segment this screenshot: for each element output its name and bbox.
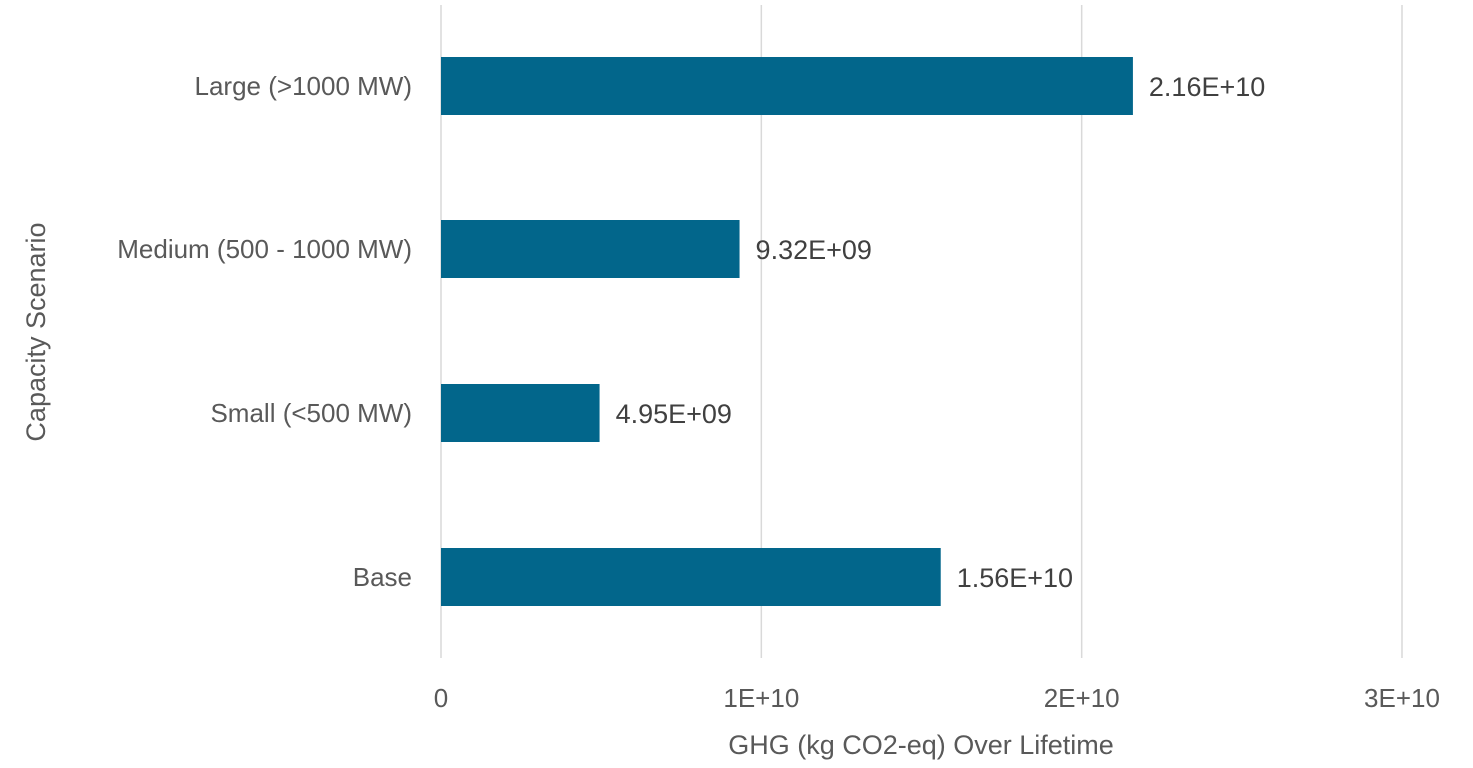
x-tick-label: 3E+10: [1364, 683, 1440, 713]
data-labels: 1.56E+10 4.95E+09 9.32E+09 2.16E+10: [616, 72, 1266, 593]
y-axis-title: Capacity Scenario: [21, 222, 51, 441]
category-labels: Base Small (<500 MW) Medium (500 - 1000 MW…: [117, 71, 412, 592]
x-tick-label: 0: [434, 683, 448, 713]
x-axis-title: GHG (kg CO2-eq) Over Lifetime: [728, 730, 1114, 760]
bars: [441, 57, 1133, 606]
category-label: Medium (500 - 1000 MW): [117, 234, 412, 264]
data-label: 9.32E+09: [756, 235, 872, 265]
bar: [441, 220, 740, 278]
category-label: Small (<500 MW): [210, 398, 412, 428]
data-label: 2.16E+10: [1149, 72, 1265, 102]
data-label: 1.56E+10: [957, 563, 1073, 593]
data-label: 4.95E+09: [616, 399, 732, 429]
bar: [441, 57, 1133, 115]
bar: [441, 384, 600, 442]
category-label: Base: [353, 562, 412, 592]
category-label: Large (>1000 MW): [195, 71, 412, 101]
bar: [441, 548, 941, 606]
x-tick-labels: 0 1E+10 2E+10 3E+10: [434, 683, 1440, 713]
x-tick-label: 1E+10: [723, 683, 799, 713]
x-tick-label: 2E+10: [1044, 683, 1120, 713]
